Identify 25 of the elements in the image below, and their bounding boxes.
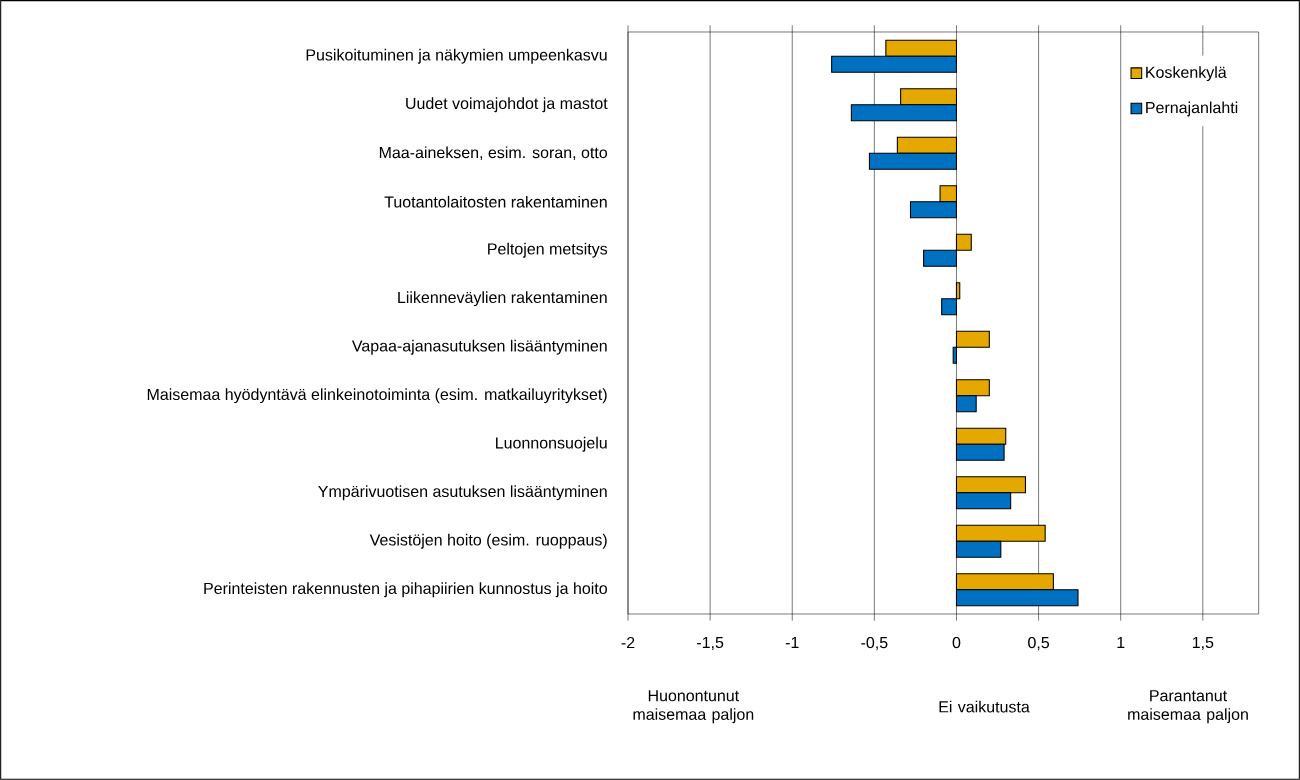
text: Ei vaikutusta [939, 700, 1030, 713]
y-tick-label: Maa-aineksen, esim. soran, otto [379, 146, 608, 161]
x-tick-label: 1,5 [1192, 636, 1214, 650]
y-tick-label: Tuotantolaitosten rakentaminen [384, 195, 607, 208]
text: Parantanut maisemaa paljon [1128, 690, 1248, 724]
y-tick-label: Pusikoituminen ja näkymien umpeenkasvu [306, 48, 607, 64]
y-tick-label: Perinteisten rakennusten ja pihapiirien kunnostus ja hoito [204, 582, 607, 598]
y-tick-label: Vesistöjen hoito (esim. ruoppaus) [369, 533, 607, 549]
x-tick-label: -2 [621, 636, 635, 649]
x-tick-label: -0,5 [861, 636, 888, 651]
y-tick-label: Uudet voimajohdot ja mastot [406, 97, 608, 113]
x-tick-label: 1 [1117, 636, 1125, 648]
y-tick-label: Vapaa-ajanasutuksen lisääntyminen [351, 339, 607, 355]
y-tick-label: Liikenneväylien rakentaminen [398, 291, 607, 307]
x-tick-label: 0,5 [1028, 636, 1050, 651]
x-tick-label: -1 [785, 636, 799, 648]
x-tick-label: -1,5 [697, 636, 724, 650]
text: Huonontunut maisemaa paljon [633, 690, 754, 724]
legend-label: Koskenkylä [1146, 66, 1227, 82]
y-tick-label: Luonnonsuojelu [496, 436, 607, 452]
y-tick-label: Ympärivuotisen asutuksen lisääntyminen [318, 485, 607, 501]
y-tick-label: Maisemaa hyödyntävä elinkeinotoiminta (esim. matkailuyritykset) [147, 388, 607, 404]
x-tick-label: 0 [952, 636, 961, 649]
legend-label: Pernajanlahti [1146, 101, 1238, 117]
y-tick-label: Peltojen metsitys [488, 242, 608, 258]
